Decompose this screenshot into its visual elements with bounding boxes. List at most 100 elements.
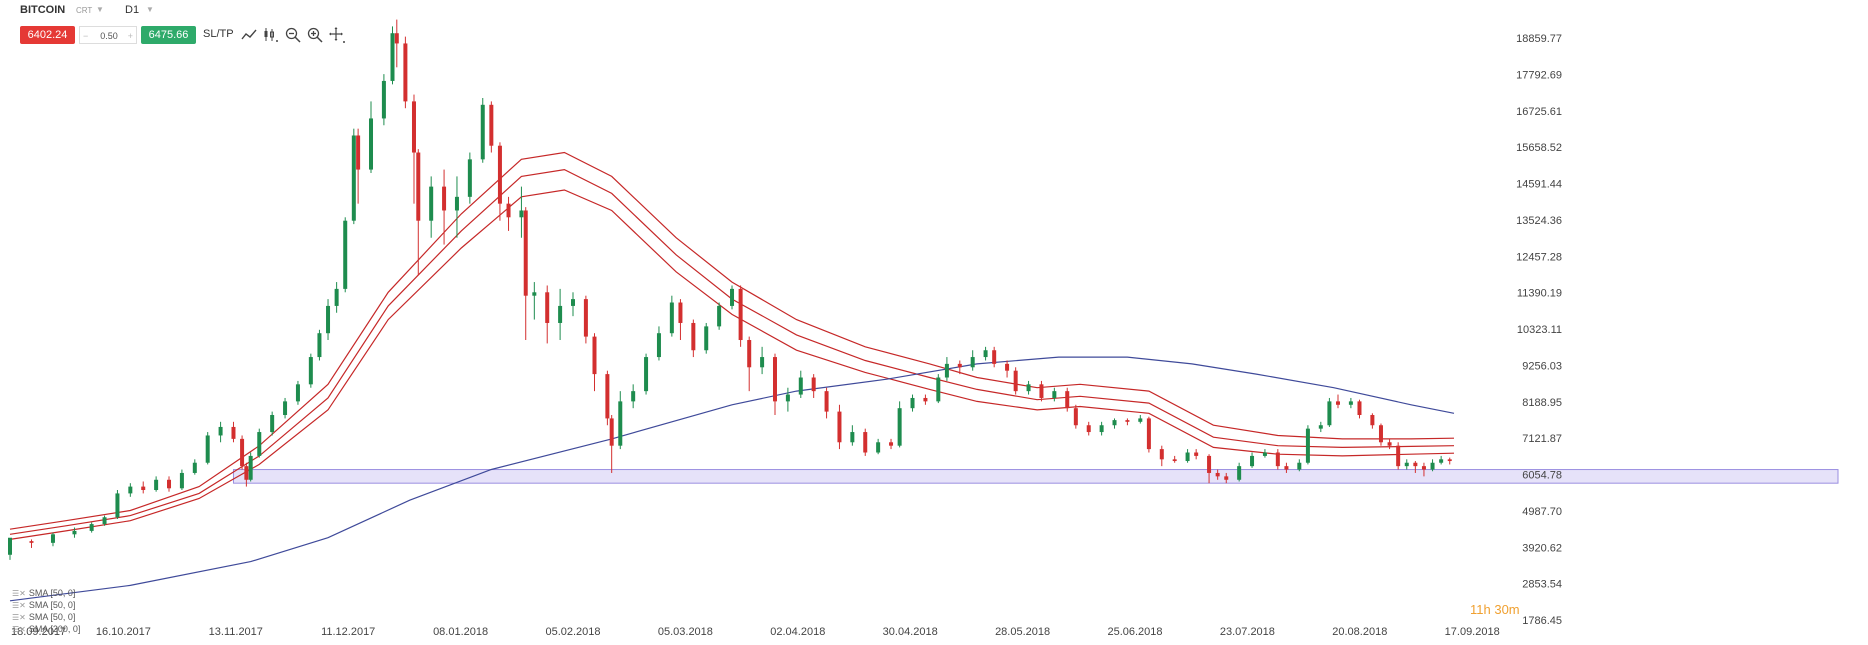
- candle-body: [390, 33, 395, 81]
- candle-body: [1112, 420, 1117, 426]
- crosshair-icon[interactable]: [328, 26, 346, 44]
- y-tick-label: 12457.28: [1516, 251, 1562, 263]
- volume-decrease-button[interactable]: −: [83, 31, 89, 41]
- candle-body: [167, 479, 172, 489]
- candle-body: [1237, 466, 1242, 480]
- candle-body: [102, 517, 107, 525]
- sltp-button[interactable]: SL/TP: [203, 28, 234, 40]
- candle-body: [1005, 363, 1010, 371]
- indicator-item[interactable]: ☰✕ SMA [200, 0]: [12, 624, 80, 634]
- candle-body: [583, 299, 588, 337]
- indicator-label: SMA [200, 0]: [28, 624, 81, 634]
- indicator-item[interactable]: ☰✕ SMA [50, 0]: [12, 588, 75, 598]
- candle-body: [154, 479, 159, 491]
- candle-body: [411, 101, 416, 153]
- candle-body: [730, 288, 735, 306]
- candle-body: [691, 322, 696, 351]
- candle-body: [317, 333, 322, 358]
- y-tick-label: 10323.11: [1517, 324, 1562, 336]
- zoom-in-icon[interactable]: [306, 26, 324, 44]
- candle-body: [983, 350, 988, 358]
- candle-body: [1447, 459, 1452, 462]
- candle-body: [270, 415, 275, 433]
- y-tick-label: 6054.78: [1522, 470, 1562, 482]
- candle-body: [1207, 455, 1212, 473]
- candle-body: [1039, 384, 1044, 398]
- x-tick-label: 16.10.2017: [96, 626, 151, 638]
- x-tick-label: 20.08.2018: [1332, 626, 1387, 638]
- candle-body: [738, 288, 743, 341]
- line-chart-icon[interactable]: [240, 26, 258, 44]
- indicator-label: SMA [50, 0]: [28, 588, 76, 598]
- indicator-menu-icon[interactable]: ☰✕: [12, 625, 26, 634]
- candle-body: [1396, 445, 1401, 467]
- candle-body: [1430, 462, 1435, 470]
- candle-body: [1421, 466, 1426, 470]
- candle-body: [519, 210, 524, 218]
- candle-body: [1262, 452, 1267, 456]
- candle-body: [837, 411, 842, 443]
- candle-body: [747, 340, 752, 368]
- timeframe-select[interactable]: D1: [125, 4, 140, 16]
- volume-increase-button[interactable]: +: [127, 31, 133, 41]
- candle-body: [295, 384, 300, 402]
- y-tick-label: 8188.95: [1522, 397, 1562, 409]
- candle-body: [824, 391, 829, 412]
- candle-body: [1185, 452, 1190, 462]
- timeframe-dropdown-icon[interactable]: ▼: [146, 5, 154, 14]
- x-tick-label: 18.09.2017: [11, 626, 66, 638]
- indicator-item[interactable]: ☰✕ SMA [50, 0]: [12, 600, 75, 610]
- y-tick-label: 16725.61: [1516, 106, 1562, 118]
- candle-body: [1327, 401, 1332, 426]
- candle-body: [480, 104, 485, 160]
- candle-body: [394, 33, 399, 44]
- candle-body: [760, 357, 765, 368]
- candle-body: [1275, 452, 1280, 467]
- zoom-out-icon[interactable]: [284, 26, 302, 44]
- candle-body: [1215, 472, 1220, 477]
- candle-body: [141, 486, 146, 491]
- y-tick-label: 2853.54: [1522, 579, 1562, 591]
- candle-body: [29, 541, 34, 543]
- sell-button[interactable]: 6402.24: [20, 26, 75, 44]
- candle-body: [863, 432, 868, 453]
- candle-body: [644, 357, 649, 392]
- candle-body: [8, 537, 12, 555]
- candle-body: [1086, 425, 1091, 433]
- candle-body: [1125, 420, 1130, 422]
- volume-stepper[interactable]: − 0.50 +: [79, 26, 137, 44]
- buy-button[interactable]: 6475.66: [141, 26, 196, 44]
- candle-body: [1159, 449, 1164, 460]
- candle-body: [811, 377, 816, 392]
- indicator-menu-icon[interactable]: ☰✕: [12, 589, 26, 598]
- x-tick-label: 08.01.2018: [433, 626, 488, 638]
- candle-body: [532, 292, 537, 296]
- candle-body: [545, 292, 550, 323]
- candle-body: [558, 305, 563, 323]
- symbol-name[interactable]: BITCOIN: [20, 4, 66, 16]
- candle-body: [1297, 462, 1302, 470]
- indicator-menu-icon[interactable]: ☰✕: [12, 601, 26, 610]
- candle-body: [1250, 455, 1255, 467]
- candle-body: [1413, 462, 1418, 467]
- candle-body: [369, 118, 374, 170]
- y-tick-label: 4987.70: [1522, 506, 1562, 518]
- candlestick-icon[interactable]: [262, 26, 280, 44]
- symbol-dropdown-icon[interactable]: ▼: [96, 5, 104, 14]
- candle-body: [506, 203, 511, 218]
- candle-body: [1052, 391, 1057, 398]
- candle-body: [936, 377, 941, 402]
- candle-body: [89, 524, 94, 531]
- candle-body: [631, 391, 636, 402]
- y-tick-label: 11390.19: [1517, 288, 1562, 300]
- candle-body: [1013, 370, 1018, 392]
- indicator-item[interactable]: ☰✕ SMA [50, 0]: [12, 612, 75, 622]
- support-zone: [232, 469, 1839, 484]
- candle-body: [1335, 401, 1340, 405]
- candle-body: [244, 466, 249, 480]
- volume-value[interactable]: 0.50: [100, 31, 118, 41]
- x-tick-label: 17.09.2018: [1445, 626, 1500, 638]
- indicator-menu-icon[interactable]: ☰✕: [12, 613, 26, 622]
- candle-body: [1073, 408, 1078, 426]
